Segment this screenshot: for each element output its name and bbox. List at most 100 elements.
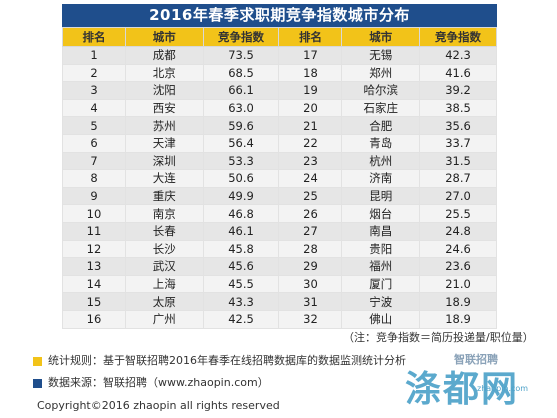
table-row: 11 长春 46.1 27 南昌 24.8 [62, 221, 497, 241]
rank-cell: 5 [62, 116, 126, 135]
rank-cell: 16 [62, 309, 126, 329]
rank-cell: 21 [278, 116, 343, 135]
table-row: 12 长沙 45.8 28 贵阳 24.6 [62, 239, 497, 259]
table-header-row: 排名 城市 竞争指数 排名 城市 竞争指数 [62, 27, 497, 47]
rank-cell: 32 [278, 309, 343, 329]
rank-cell: 31 [278, 292, 343, 311]
rank-cell: 25 [278, 186, 343, 206]
city-cell: 武汉 [124, 257, 204, 276]
table-row: 8 大连 50.6 24 济南 28.7 [62, 169, 497, 188]
index-cell: 73.5 [202, 46, 280, 65]
footnote: （注：竞争指数＝简历投递量/职位量） [343, 331, 534, 344]
index-cell: 18.9 [419, 292, 497, 311]
city-cell: 哈尔滨 [341, 81, 421, 100]
rank-cell: 12 [62, 239, 126, 259]
index-cell: 45.5 [202, 274, 280, 294]
table-row: 16 广州 42.5 32 佛山 18.9 [62, 309, 497, 329]
index-cell: 24.6 [419, 239, 497, 259]
watermark-brand: 智联招聘 [454, 353, 498, 366]
index-cell: 43.3 [202, 292, 280, 311]
table-row: 5 苏州 59.6 21 合肥 35.6 [62, 116, 497, 135]
rank-cell: 29 [278, 257, 343, 276]
index-cell: 46.1 [202, 221, 280, 241]
index-cell: 23.6 [419, 257, 497, 276]
city-cell: 沈阳 [124, 81, 204, 100]
index-cell: 45.6 [202, 257, 280, 276]
rank-cell: 30 [278, 274, 343, 294]
city-cell: 南昌 [341, 221, 421, 241]
rank-cell: 10 [62, 204, 126, 223]
index-cell: 68.5 [202, 63, 280, 83]
city-cell: 天津 [124, 133, 204, 153]
city-cell: 重庆 [124, 186, 204, 206]
legend-rule: 统计规则：基于智联招聘2016年春季在线招聘数据库的数据监测统计分析 [33, 352, 406, 368]
city-cell: 苏州 [124, 116, 204, 135]
table-row: 15 太原 43.3 31 宁波 18.9 [62, 292, 497, 311]
city-cell: 贵阳 [341, 239, 421, 259]
index-cell: 38.5 [419, 98, 497, 118]
rank-cell: 13 [62, 257, 126, 276]
city-cell: 深圳 [124, 151, 204, 171]
index-cell: 49.9 [202, 186, 280, 206]
yellow-square-icon [33, 356, 42, 366]
city-cell: 北京 [124, 63, 204, 83]
index-cell: 18.9 [419, 309, 497, 329]
city-cell: 济南 [341, 169, 421, 188]
table-row: 13 武汉 45.6 29 福州 23.6 [62, 257, 497, 276]
city-cell: 长沙 [124, 239, 204, 259]
index-cell: 21.0 [419, 274, 497, 294]
rank-cell: 4 [62, 98, 126, 118]
rank-cell: 22 [278, 133, 343, 153]
rank-cell: 24 [278, 169, 343, 188]
city-cell: 佛山 [341, 309, 421, 329]
city-cell: 青岛 [341, 133, 421, 153]
rank-cell: 28 [278, 239, 343, 259]
index-cell: 28.7 [419, 169, 497, 188]
legend-rule-text: 统计规则：基于智联招聘2016年春季在线招聘数据库的数据监测统计分析 [48, 354, 406, 367]
city-cell: 成都 [124, 46, 204, 65]
rank-cell: 2 [62, 63, 126, 83]
rank-cell: 1 [62, 46, 126, 65]
city-cell: 西安 [124, 98, 204, 118]
rank-cell: 6 [62, 133, 126, 153]
rank-cell: 7 [62, 151, 126, 171]
rank-cell: 11 [62, 221, 126, 241]
watermark-logo: 涤都网 [405, 369, 520, 410]
copyright-text: Copyright©2016 zhaopin all rights reserv… [37, 399, 280, 412]
city-cell: 厦门 [341, 274, 421, 294]
index-cell: 41.6 [419, 63, 497, 83]
index-cell: 46.8 [202, 204, 280, 223]
rank-cell: 23 [278, 151, 343, 171]
index-cell: 25.5 [419, 204, 497, 223]
rank-cell: 14 [62, 274, 126, 294]
index-cell: 53.3 [202, 151, 280, 171]
city-cell: 广州 [124, 309, 204, 329]
header-index-left: 竞争指数 [202, 27, 280, 47]
watermark-url: zhaopin.com [477, 384, 529, 393]
legend-source: 数据来源：智联招聘（www.zhaopin.com） [33, 374, 269, 390]
header-city-left: 城市 [124, 27, 204, 47]
index-cell: 66.1 [202, 81, 280, 100]
city-cell: 上海 [124, 274, 204, 294]
index-cell: 42.5 [202, 309, 280, 329]
index-cell: 24.8 [419, 221, 497, 241]
index-cell: 35.6 [419, 116, 497, 135]
ranking-table-body: 1 成都 73.5 17 无锡 42.3 2 北京 68.5 18 郑州 41.6 3 沈阳 66.1 19 哈… [62, 46, 497, 329]
city-cell: 昆明 [341, 186, 421, 206]
city-cell: 太原 [124, 292, 204, 311]
index-cell: 42.3 [419, 46, 497, 65]
rank-cell: 19 [278, 81, 343, 100]
table-row: 14 上海 45.5 30 厦门 21.0 [62, 274, 497, 294]
header-city-right: 城市 [341, 27, 421, 47]
table-row: 10 南京 46.8 26 烟台 25.5 [62, 204, 497, 223]
index-cell: 63.0 [202, 98, 280, 118]
rank-cell: 15 [62, 292, 126, 311]
index-cell: 59.6 [202, 116, 280, 135]
table-row: 2 北京 68.5 18 郑州 41.6 [62, 63, 497, 83]
index-cell: 50.6 [202, 169, 280, 188]
city-cell: 长春 [124, 221, 204, 241]
table-row: 7 深圳 53.3 23 杭州 31.5 [62, 151, 497, 171]
city-cell: 石家庄 [341, 98, 421, 118]
header-rank-left: 排名 [62, 27, 126, 47]
index-cell: 33.7 [419, 133, 497, 153]
